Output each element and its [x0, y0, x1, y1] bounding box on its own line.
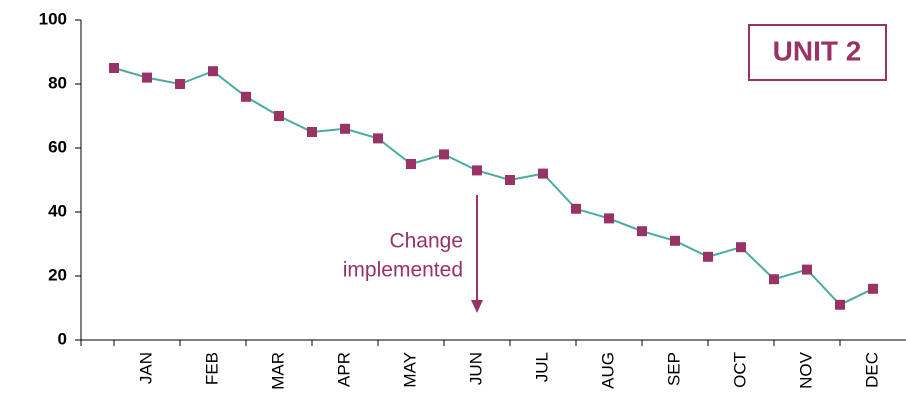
marker [241, 91, 251, 102]
marker [439, 149, 449, 160]
title-box [748, 24, 887, 81]
x-tick-label: APR [334, 352, 353, 387]
annotation-text: Change [389, 230, 463, 253]
x-tick-label: JAN [136, 352, 155, 384]
marker [109, 63, 119, 73]
marker [802, 264, 812, 275]
y-tick-label: 60 [48, 137, 67, 156]
marker [340, 123, 350, 134]
y-tick-label: 20 [48, 265, 67, 284]
x-tick-label: MAY [400, 352, 419, 388]
y-tick-label: 100 [39, 9, 67, 28]
marker [208, 66, 218, 77]
marker [307, 127, 317, 137]
marker [505, 175, 515, 185]
x-tick-label: OCT [730, 352, 749, 388]
arrow-head [471, 300, 483, 313]
x-tick-label: NOV [796, 351, 815, 389]
annotation-text: implemented [343, 259, 463, 282]
marker [835, 299, 845, 310]
marker [703, 251, 713, 262]
marker [736, 242, 746, 253]
marker [472, 165, 482, 176]
line [113, 67, 874, 307]
marker [406, 159, 416, 169]
y-tick-label: 40 [48, 201, 67, 220]
marker [637, 226, 647, 237]
marker [274, 111, 284, 121]
x-tick-label: MAR [268, 352, 287, 390]
marker [538, 168, 548, 179]
marker [571, 203, 581, 214]
y-tick-label: 0 [58, 329, 67, 348]
marker [769, 274, 779, 285]
marker [670, 235, 680, 246]
marker [604, 213, 614, 224]
x-tick-label: DEC [862, 352, 881, 388]
marker [868, 283, 878, 294]
marker [175, 79, 185, 89]
x-tick-label: AUG [598, 352, 617, 389]
x-tick-label: FEB [202, 352, 221, 385]
x-tick-label: SEP [664, 352, 683, 386]
marker [142, 72, 152, 83]
x-tick-label: JUN [466, 352, 485, 385]
x-tick-label: JUL [532, 352, 551, 382]
marker [373, 133, 383, 144]
y-tick-label: 80 [48, 73, 67, 92]
chart-title: UNIT 2 [773, 35, 862, 66]
